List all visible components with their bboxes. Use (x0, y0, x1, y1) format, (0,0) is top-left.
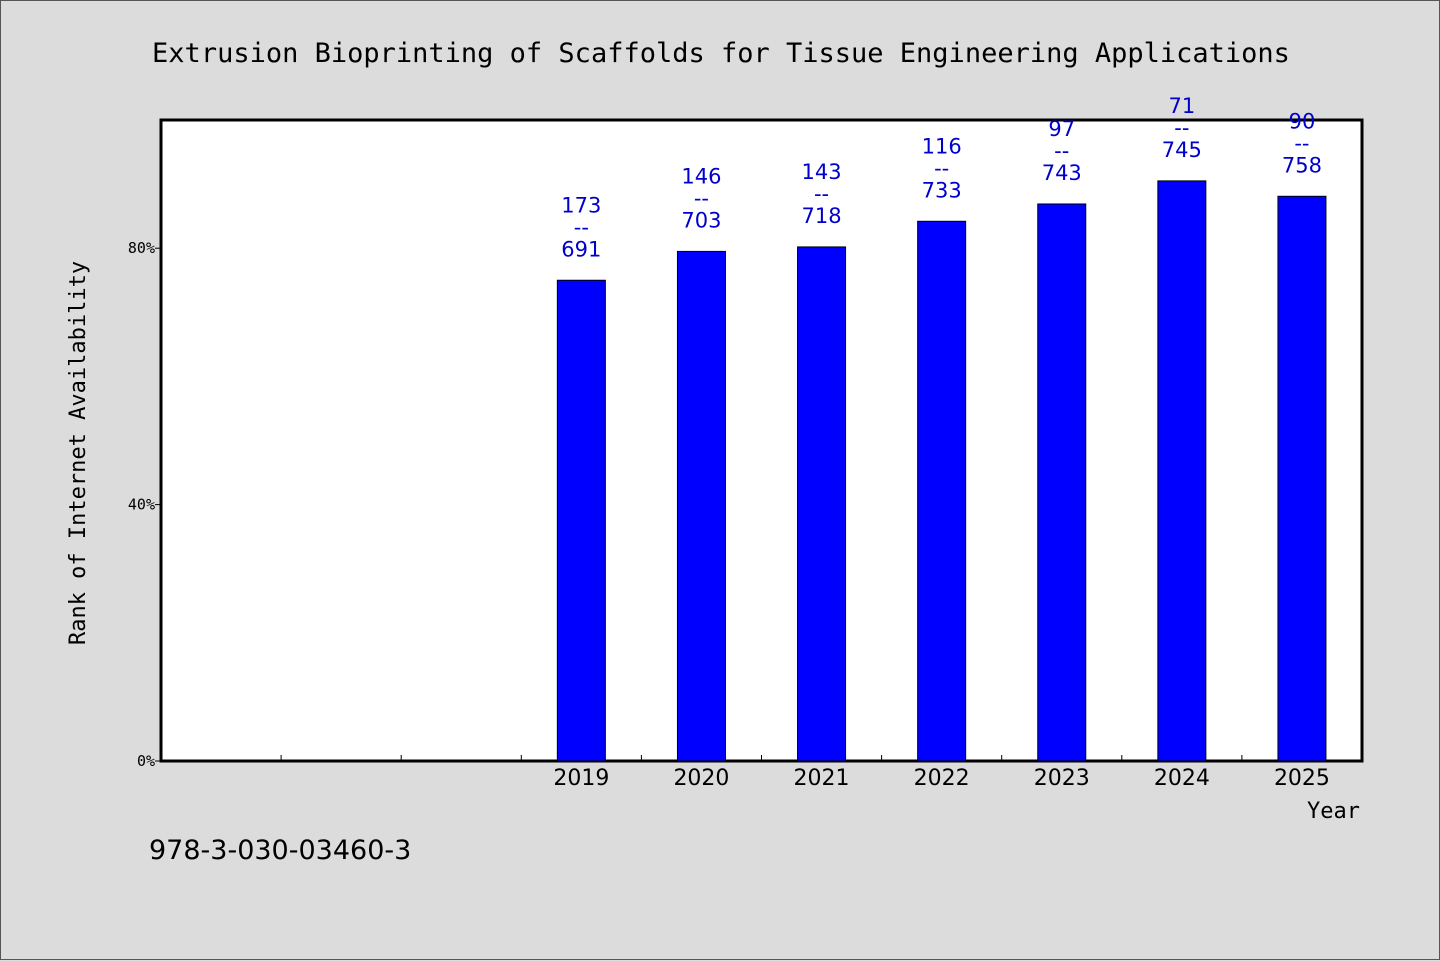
y-axis-label: Rank of Internet Availability (66, 261, 91, 645)
x-tick-label: 2020 (673, 766, 729, 791)
x-tick-label: 2023 (1034, 766, 1090, 791)
bar-label-total: 733 (922, 178, 962, 202)
bar-label-rank: 146 (681, 164, 721, 188)
y-tick-label: 0% (137, 752, 155, 770)
bar-label-rank: 71 (1168, 94, 1195, 118)
x-tick-label: 2019 (553, 766, 609, 791)
bar (917, 220, 967, 762)
bar-label-separator: -- (1174, 116, 1189, 140)
axis-ticks: 0% 40% 80% 2019 2020 2021 2022 2023 2024 2025 (128, 239, 1330, 791)
bar-label-rank: 97 (1048, 117, 1075, 141)
bar-label-rank: 173 (561, 193, 601, 217)
bar-label-rank: 116 (922, 134, 962, 158)
bar (1277, 195, 1327, 762)
bars-group: 173--691146--703143--718116--73397--7437… (556, 94, 1327, 762)
bar-label-separator: -- (574, 215, 589, 239)
bar (676, 250, 726, 762)
bar-label-total: 745 (1162, 138, 1202, 162)
y-tick-label: 40% (128, 496, 155, 514)
x-tick-label: 2025 (1274, 766, 1330, 791)
bar (797, 246, 847, 762)
bar (556, 279, 606, 762)
chart-title: Extrusion Bioprinting of Scaffolds for T… (152, 38, 1290, 69)
bar (1037, 203, 1087, 762)
x-tick-label: 2024 (1154, 766, 1210, 791)
bar-label-rank: 90 (1289, 109, 1316, 133)
bar-label-total: 703 (681, 208, 721, 232)
bar-label-total: 758 (1282, 153, 1322, 177)
y-tick-label: 80% (128, 239, 155, 257)
bar-label-separator: -- (1054, 139, 1069, 163)
bar-label-rank: 143 (802, 160, 842, 184)
bar-label-separator: -- (934, 156, 949, 180)
bar-label-total: 743 (1042, 161, 1082, 185)
bar-label-separator: -- (814, 182, 829, 206)
x-tick-label: 2022 (914, 766, 970, 791)
bar (1157, 180, 1207, 762)
x-tick-label: 2021 (794, 766, 850, 791)
bar-label-total: 691 (561, 237, 601, 261)
bar-label-separator: -- (1294, 131, 1309, 155)
isbn-text: 978-3-030-03460-3 (149, 835, 412, 866)
bar-label-separator: -- (694, 186, 709, 210)
x-axis-label: Year (1307, 799, 1360, 824)
bar-label-total: 718 (802, 204, 842, 228)
